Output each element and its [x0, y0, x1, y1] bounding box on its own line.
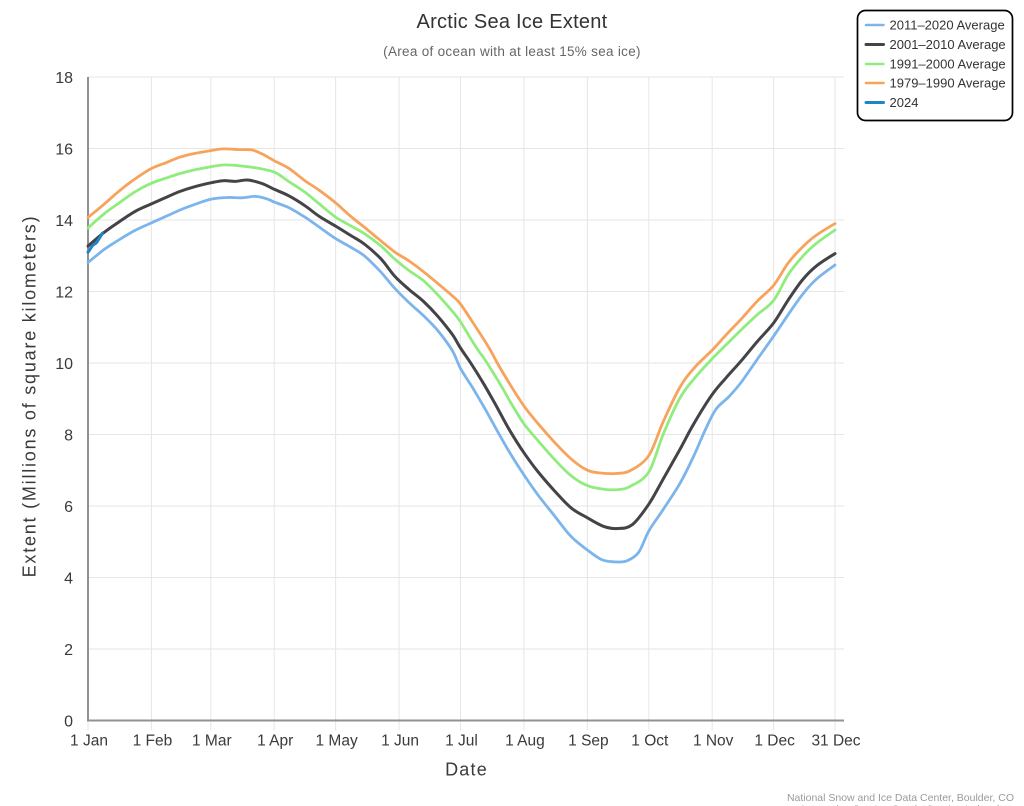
svg-text:0: 0 [64, 713, 73, 730]
svg-text:1979–1990 Average: 1979–1990 Average [890, 76, 1006, 91]
svg-text:1 Apr: 1 Apr [257, 733, 293, 750]
svg-text:2001–2010 Average: 2001–2010 Average [890, 37, 1006, 52]
svg-text:1 Mar: 1 Mar [192, 733, 232, 750]
svg-text:16: 16 [55, 141, 73, 158]
svg-text:1 Aug: 1 Aug [505, 733, 545, 750]
svg-text:2: 2 [64, 642, 73, 659]
svg-text:10: 10 [55, 356, 73, 373]
svg-text:1 Jun: 1 Jun [381, 733, 419, 750]
svg-text:Arctic Sea Ice Extent: Arctic Sea Ice Extent [417, 11, 608, 33]
svg-text:31 Dec: 31 Dec [811, 733, 860, 750]
svg-text:1 Nov: 1 Nov [693, 733, 734, 750]
svg-text:4: 4 [64, 570, 73, 587]
svg-text:1 Dec: 1 Dec [754, 733, 795, 750]
svg-text:2011–2020 Average: 2011–2020 Average [890, 18, 1005, 33]
svg-text:National Snow and Ice Data Cen: National Snow and Ice Data Center, Bould… [787, 792, 1014, 804]
svg-text:2024: 2024 [890, 95, 919, 110]
svg-text:12: 12 [55, 284, 73, 301]
svg-text:Extent (Millions of square kil: Extent (Millions of square kilometers) [20, 215, 40, 578]
svg-text:18: 18 [55, 70, 73, 87]
svg-text:1991–2000 Average: 1991–2000 Average [890, 57, 1006, 72]
svg-text:1 Sep: 1 Sep [568, 733, 609, 750]
svg-text:1 Jan: 1 Jan [70, 733, 108, 750]
svg-text:Interactive Sea Ice Graph, Sea: Interactive Sea Ice Graph, Sea Ice Index… [802, 804, 1015, 806]
svg-text:Date: Date [445, 760, 488, 780]
svg-text:1 Oct: 1 Oct [631, 733, 669, 750]
svg-text:1 Feb: 1 Feb [133, 733, 173, 750]
svg-text:1 Jul: 1 Jul [445, 733, 478, 750]
svg-text:1 May: 1 May [315, 733, 357, 750]
svg-text:14: 14 [55, 213, 73, 230]
svg-text:8: 8 [64, 427, 73, 444]
svg-text:(Area of ocean with at least 1: (Area of ocean with at least 15% sea ice… [383, 44, 641, 59]
svg-text:6: 6 [64, 499, 73, 516]
